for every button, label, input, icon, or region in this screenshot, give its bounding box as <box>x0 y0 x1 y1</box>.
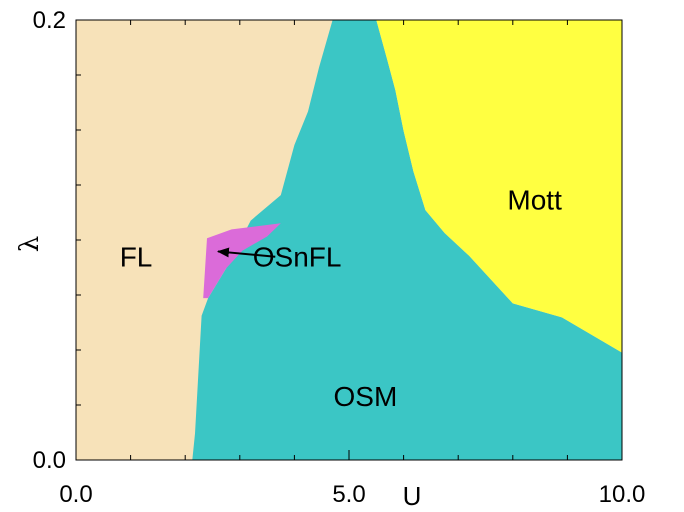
region-label-mott: Mott <box>507 185 562 216</box>
x-tick-label: 5.0 <box>332 481 365 508</box>
region-label-osnfl: OSnFL <box>253 242 342 273</box>
y-tick-label: 0.2 <box>33 7 66 34</box>
region-label-fl: FL <box>120 242 153 273</box>
y-tick-label: 0.0 <box>33 447 66 474</box>
x-tick-label: 0.0 <box>59 481 92 508</box>
arrow-to-osnfl <box>216 247 276 258</box>
x-tick-label: 10.0 <box>599 481 646 508</box>
region-osnfl <box>203 223 281 299</box>
y-axis-label: λ <box>15 236 45 252</box>
region-osm <box>192 20 622 460</box>
region-label-osm: OSM <box>333 381 397 412</box>
region-mott <box>376 20 622 353</box>
x-axis-label: U <box>403 481 422 511</box>
